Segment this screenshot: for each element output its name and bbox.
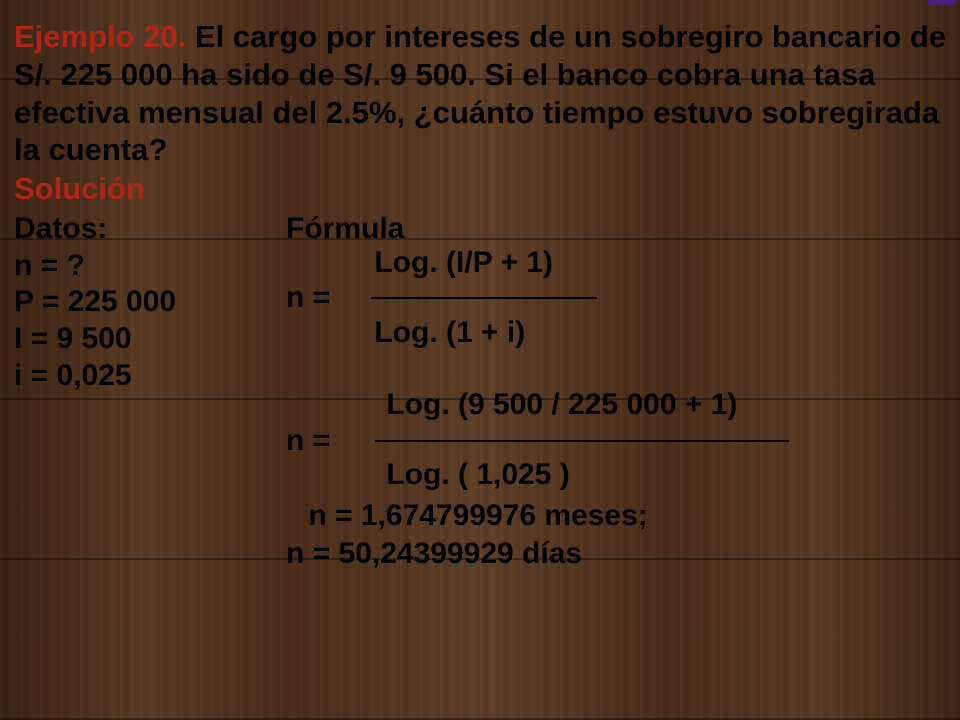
n-equals-2: n = bbox=[286, 423, 330, 460]
formula-general-den: Log. (1 + i) bbox=[286, 315, 960, 352]
n-equals-1: n = bbox=[286, 280, 330, 317]
datos-header: Datos: bbox=[14, 211, 176, 248]
frac2-bar-wrap bbox=[375, 440, 789, 442]
datos-n: n = ? bbox=[14, 248, 176, 285]
frac2-den: Log. ( 1,025 ) bbox=[386, 458, 569, 491]
formula-general-mid: n = bbox=[286, 279, 960, 316]
result-days: n = 50,24399929 días bbox=[286, 536, 960, 573]
frac1-den: Log. (1 + i) bbox=[374, 316, 525, 349]
slide: ••• Ejemplo 20. El cargo por intereses d… bbox=[0, 0, 960, 720]
frac2-bar bbox=[375, 440, 789, 442]
datos-P: P = 225 000 bbox=[14, 284, 176, 321]
formula-numeric-num: Log. (9 500 / 225 000 + 1) bbox=[286, 387, 960, 424]
formula-column: Fórmula Log. (I/P + 1) n = Log. (1 + i) bbox=[286, 211, 960, 573]
datos-column: Datos: n = ? P = 225 000 I = 9 500 i = 0… bbox=[14, 211, 176, 394]
fraction-general: Log. (I/P + 1) bbox=[374, 245, 553, 282]
frac1-bar-wrap bbox=[371, 297, 597, 299]
corner-dots: ••• bbox=[926, 0, 952, 9]
result-days-text: n = 50,24399929 días bbox=[286, 537, 582, 570]
frac1-num: Log. (I/P + 1) bbox=[374, 245, 553, 282]
example-label: Ejemplo 20. bbox=[14, 19, 186, 54]
frac1-bar bbox=[371, 297, 597, 299]
datos-i: i = 0,025 bbox=[14, 358, 176, 395]
datos-I: I = 9 500 bbox=[14, 321, 176, 358]
problem-statement: Ejemplo 20. El cargo por intereses de un… bbox=[14, 18, 946, 169]
result-months-text: n = 1,674799976 meses; bbox=[308, 499, 647, 532]
formula-numeric-mid: n = bbox=[286, 422, 960, 459]
formula-header: Fórmula bbox=[286, 211, 960, 248]
frac2-num: Log. (9 500 / 225 000 + 1) bbox=[386, 388, 737, 421]
formula-general: Log. (I/P + 1) bbox=[286, 244, 960, 281]
formula-numeric-den: Log. ( 1,025 ) bbox=[286, 457, 960, 494]
result-months: n = 1,674799976 meses; bbox=[286, 498, 960, 535]
solution-label: Solución bbox=[14, 171, 946, 207]
